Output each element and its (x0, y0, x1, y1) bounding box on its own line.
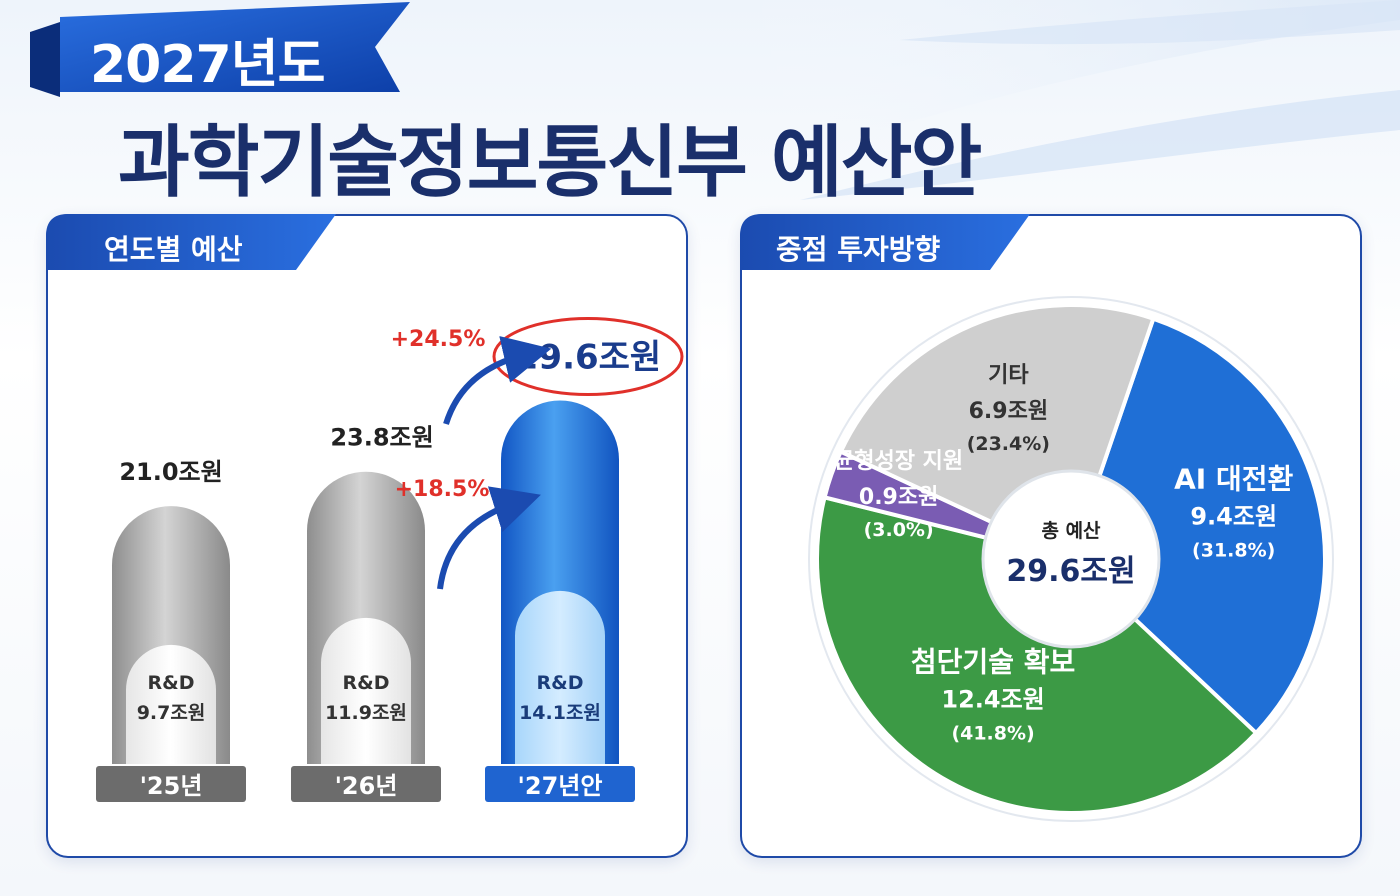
category-label: '26년 (335, 772, 398, 800)
slice-value-label: 0.9조원 (859, 485, 938, 510)
rnd-bar (515, 590, 605, 764)
center-value: 29.6조원 (1006, 554, 1135, 589)
slice-percent-label: (31.8%) (1192, 540, 1275, 562)
pie-slice (1068, 316, 1327, 736)
slice-name-label: 첨단기술 확보 (911, 646, 1075, 679)
panel-title: 중점 투자방향 (776, 233, 941, 266)
rnd-label: R&D (343, 672, 390, 694)
total-value-label: 21.0조원 (119, 458, 222, 486)
investment-direction-panel: 중점 투자방향 AI 대전환 9.4조원 (31.8%) 첨단기술 확보 12.4조원 (… (740, 214, 1362, 858)
rnd-value-label: 9.7조원 (137, 702, 206, 724)
rnd-label: R&D (537, 672, 584, 694)
total-value-label: 29.6조원 (515, 338, 661, 378)
category-label-box (96, 766, 246, 802)
investment-pie-chart: AI 대전환 9.4조원 (31.8%) 첨단기술 확보 12.4조원 (41.8%) 균형… (808, 296, 1334, 822)
rnd-bar (321, 617, 411, 764)
slice-name-label: 균형성장 지원 (834, 449, 963, 474)
slice-value-label: 6.9조원 (969, 399, 1048, 424)
slice-name-label: 기타 (988, 363, 1029, 388)
growth-label: +18.5% (395, 477, 490, 502)
category-label: '25년 (140, 772, 203, 800)
total-value-label: 23.8조원 (330, 424, 433, 452)
rnd-value-label: 14.1조원 (519, 702, 601, 724)
pie-slice (815, 494, 1259, 815)
slice-percent-label: (23.4%) (967, 433, 1050, 455)
category-label-box (291, 766, 441, 802)
bars-group: R&D 9.7조원 '25년 21.0조원 R&D 11.9조원 '26년 23.8조원 R&D… (96, 317, 684, 802)
slice-value-label: 9.4조원 (1190, 503, 1277, 531)
panel-header-tab (46, 214, 336, 270)
center-label: 총 예산 (1041, 520, 1101, 542)
pie-group: AI 대전환 9.4조원 (31.8%) 첨단기술 확보 12.4조원 (41.8%) 균형… (808, 296, 1334, 822)
yearly-budget-chart: R&D 9.7조원 '25년 21.0조원 R&D 11.9조원 '26년 23.8조원 R&D… (96, 317, 684, 802)
growth-arrow (443, 336, 552, 425)
yearly-budget-panel: 연도별 예산 R&D 9.7조원 '25년 21.0조원 R&D 11.9조원 '26년 23… (46, 214, 688, 858)
rnd-bar (126, 644, 216, 764)
highlight-circle (492, 317, 684, 397)
category-label: '27년안 (518, 772, 603, 800)
slice-percent-label: (3.0%) (864, 519, 934, 541)
year-ribbon (30, 2, 410, 97)
panel-title: 연도별 예산 (104, 233, 243, 266)
slice-percent-label: (41.8%) (951, 723, 1034, 745)
center-circle (981, 469, 1161, 649)
category-label-box (485, 766, 635, 802)
panel-header-tab (740, 214, 1030, 270)
growth-label: +24.5% (391, 327, 486, 352)
growth-arrow (437, 486, 541, 590)
page-title: 과학기술정보통신부 예산안 (118, 118, 982, 208)
rnd-value-label: 11.9조원 (325, 702, 407, 724)
slice-value-label: 12.4조원 (941, 686, 1044, 714)
rnd-label: R&D (148, 672, 195, 694)
slice-name-label: AI 대전환 (1174, 463, 1293, 496)
year-label: 2027년도 (90, 35, 325, 95)
